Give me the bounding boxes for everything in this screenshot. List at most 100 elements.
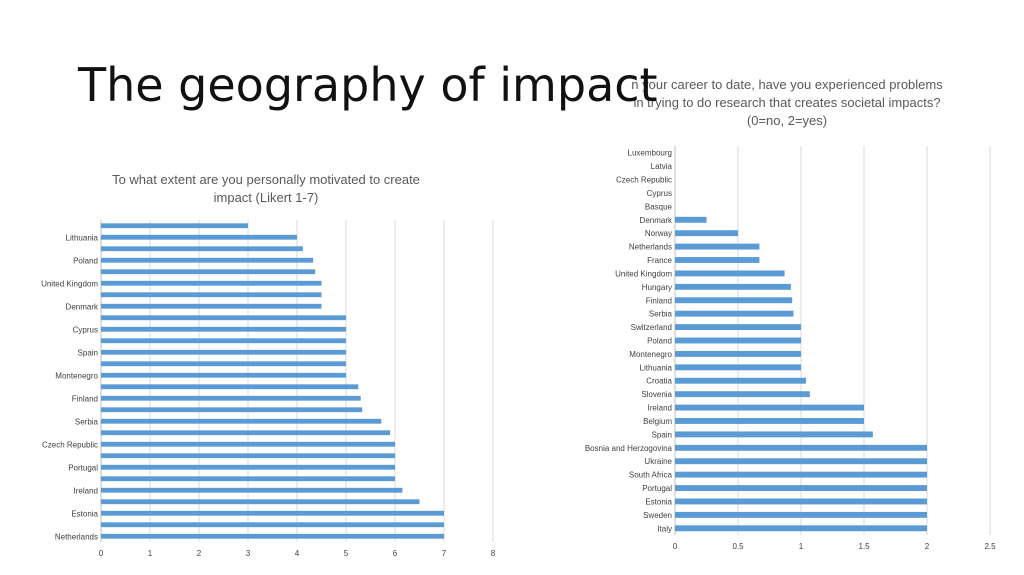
bar [675, 270, 785, 277]
x-tick-label: 1 [799, 542, 804, 551]
category-label: Estonia [71, 509, 98, 518]
bar [101, 499, 420, 505]
bar [101, 418, 382, 424]
category-label: Lithuania [66, 233, 99, 242]
bar [675, 216, 707, 223]
x-tick-label: 7 [442, 549, 447, 558]
category-label: Czech Republic [42, 440, 98, 449]
category-label: Cyprus [73, 325, 98, 334]
x-tick-label: 3 [246, 549, 251, 558]
x-tick-label: 8 [491, 549, 496, 558]
category-label: Belgium [643, 417, 672, 426]
category-label: Netherlands [629, 243, 672, 252]
bar [101, 269, 316, 275]
category-label: South Africa [629, 471, 673, 480]
bar [675, 350, 801, 357]
problems-chart: n your career to date, have you experien… [585, 77, 996, 551]
category-label: Sweden [643, 511, 672, 520]
bar [101, 430, 391, 436]
bar [675, 431, 873, 438]
bar [675, 310, 794, 317]
bar [101, 338, 346, 344]
bar [101, 361, 346, 367]
category-label: Serbia [75, 417, 99, 426]
bar [675, 257, 760, 263]
bar [101, 487, 403, 493]
chart-title-line: in trying to do research that creates so… [633, 95, 940, 110]
x-tick-label: 2 [925, 542, 930, 551]
bar [101, 349, 346, 355]
category-label: Cyprus [647, 189, 672, 198]
x-tick-label: 1 [148, 549, 153, 558]
bar [101, 280, 322, 286]
category-label: Finland [72, 394, 98, 403]
bar [101, 315, 346, 321]
category-label: Czech Republic [616, 176, 672, 185]
category-label: Italy [657, 524, 672, 533]
category-label: Switzerland [631, 323, 672, 332]
bar [101, 223, 248, 229]
category-label: United Kingdom [615, 269, 672, 278]
bar [675, 485, 927, 492]
bar [675, 297, 793, 304]
bar [101, 476, 395, 482]
bar [101, 441, 395, 447]
bar [675, 377, 807, 384]
bar [675, 458, 927, 465]
motivation-chart: To what extent are you personally motiva… [41, 172, 496, 558]
category-label: Ireland [648, 404, 672, 413]
bar [675, 525, 927, 532]
bar [675, 391, 810, 398]
bar [675, 337, 801, 344]
bar [675, 283, 791, 290]
bar [101, 407, 363, 413]
chart-title-line: (0=no, 2=yes) [747, 113, 827, 128]
category-label: Estonia [645, 497, 672, 506]
bar [675, 243, 760, 250]
category-label: Portugal [68, 463, 98, 472]
bar [101, 326, 346, 332]
x-tick-label: 0 [673, 542, 678, 551]
category-label: Spain [78, 348, 98, 357]
bar [675, 498, 927, 505]
bar [675, 444, 927, 451]
x-tick-label: 2 [197, 549, 202, 558]
category-label: Croatia [646, 377, 672, 386]
category-label: Lithuania [640, 363, 673, 372]
bar [675, 418, 864, 424]
bar [101, 464, 395, 470]
x-tick-label: 0 [99, 549, 104, 558]
category-label: Spain [652, 430, 672, 439]
category-label: Poland [647, 337, 672, 346]
bar [101, 292, 322, 298]
bar [101, 246, 303, 252]
category-label: Ireland [74, 486, 98, 495]
category-label: Montenegro [55, 371, 98, 380]
x-tick-label: 5 [344, 549, 349, 558]
category-label: Norway [645, 229, 672, 238]
category-label: Portugal [642, 484, 672, 493]
category-label: Bosnia and Herzogovina [585, 444, 673, 453]
bar [101, 533, 444, 539]
category-label: France [647, 256, 672, 265]
x-tick-label: 6 [393, 549, 398, 558]
category-label: United Kingdom [41, 279, 98, 288]
bar [101, 510, 444, 516]
bar [101, 303, 322, 309]
x-tick-label: 0.5 [732, 542, 744, 551]
bar [675, 404, 864, 411]
bar [101, 395, 361, 401]
category-label: Poland [73, 256, 98, 265]
bar [675, 230, 738, 237]
bar [101, 234, 297, 240]
category-label: Luxembourg [628, 149, 672, 158]
bar [101, 257, 314, 263]
category-label: Slovenia [641, 390, 672, 399]
chart-title-line: n your career to date, have you experien… [631, 77, 943, 92]
bar [675, 364, 801, 371]
x-tick-label: 1.5 [858, 542, 870, 551]
category-label: Ukraine [644, 457, 672, 466]
category-label: Hungary [642, 283, 672, 292]
x-tick-label: 2.5 [984, 542, 996, 551]
bar [675, 324, 801, 331]
